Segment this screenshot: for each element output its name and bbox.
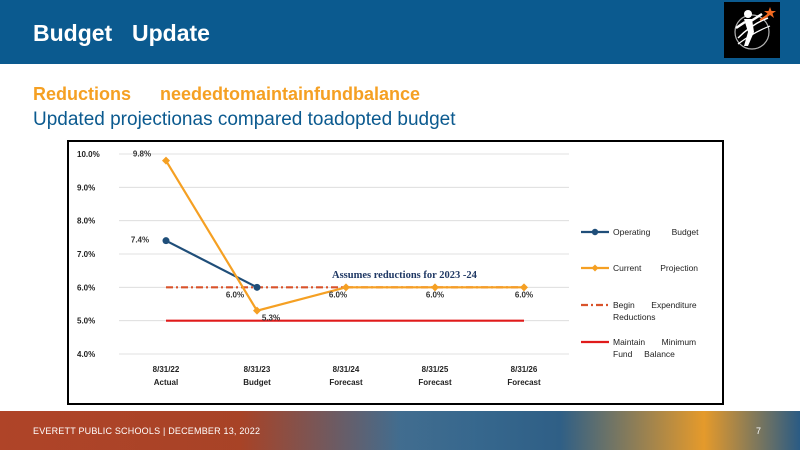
- footer-overlay: [0, 411, 800, 450]
- x-tick-label: Forecast: [507, 378, 541, 387]
- x-tick-label: Forecast: [418, 378, 452, 387]
- header-bar: Budget Update: [0, 0, 800, 64]
- legend-label: Reductions: [613, 312, 656, 322]
- y-tick-label: 4.0%: [77, 350, 95, 359]
- y-tick-label: 9.0%: [77, 183, 95, 192]
- point-marker: [162, 156, 170, 165]
- point-marker: [253, 283, 261, 291]
- chart-annotation: Assumes reductions for 2023 -24: [332, 270, 478, 281]
- point-marker: [431, 283, 439, 292]
- point-marker: [253, 306, 261, 315]
- stars-figure-icon: [724, 2, 780, 58]
- x-tick-label: 8/31/23: [244, 365, 271, 374]
- page-number: 7: [756, 426, 762, 436]
- page-title-word2: Update: [132, 20, 210, 46]
- x-tick-label: Budget: [243, 378, 271, 387]
- line-chart: 4.0% 5.0% 6.0% 7.0% 8.0% 9.0% 10.0% 8/31/22 Actu…: [77, 150, 699, 387]
- data-label: 5.3%: [262, 314, 280, 323]
- chart-container: 4.0% 5.0% 6.0% 7.0% 8.0% 9.0% 10.0% 8/31/22 Actu…: [67, 140, 724, 405]
- data-label: 6.0%: [426, 290, 444, 299]
- footer-bar: EVERETT PUBLIC SCHOOLS | DECEMBER 13, 20…: [0, 411, 800, 450]
- subtitle-line2: Updated projectionas compared toadopted …: [33, 109, 456, 130]
- x-tick-label: 8/31/24: [333, 365, 360, 374]
- data-label: 6.0%: [515, 290, 533, 299]
- legend-marker: [591, 228, 599, 236]
- legend-marker: [591, 264, 599, 272]
- subtitle-line1-word1: Reductions: [33, 84, 132, 104]
- point-marker: [520, 283, 528, 292]
- x-tick-label: 8/31/22: [153, 365, 180, 374]
- x-tick-label: Actual: [154, 378, 178, 387]
- data-label: 7.4%: [131, 236, 149, 245]
- point-marker: [162, 237, 170, 245]
- y-tick-label: 5.0%: [77, 317, 95, 326]
- x-tick-label: 8/31/25: [422, 365, 449, 374]
- data-label: 6.0%: [226, 290, 244, 299]
- legend-label: Begin Expenditure: [613, 300, 697, 310]
- footer-text: EVERETT PUBLIC SCHOOLS | DECEMBER 13, 20…: [33, 426, 261, 436]
- legend-label: Fund Balance: [613, 349, 675, 359]
- legend-label: Maintain Minimum: [613, 337, 696, 347]
- legend-label: Current Projection: [613, 263, 698, 273]
- data-label: 9.8%: [133, 150, 151, 159]
- subtitle-line1-word2: neededtomaintainfundbalance: [160, 84, 421, 104]
- point-marker: [342, 283, 350, 292]
- y-tick-label: 7.0%: [77, 250, 95, 259]
- page-title-word1: Budget: [33, 20, 113, 46]
- series-line-0: [165, 239, 258, 289]
- data-label: 6.0%: [329, 290, 347, 299]
- y-tick-label: 8.0%: [77, 217, 95, 226]
- legend-label: Operating Budget: [613, 227, 699, 237]
- y-tick-label: 10.0%: [77, 150, 100, 159]
- x-tick-label: 8/31/26: [511, 365, 538, 374]
- x-tick-label: Forecast: [329, 378, 363, 387]
- y-tick-label: 6.0%: [77, 283, 95, 292]
